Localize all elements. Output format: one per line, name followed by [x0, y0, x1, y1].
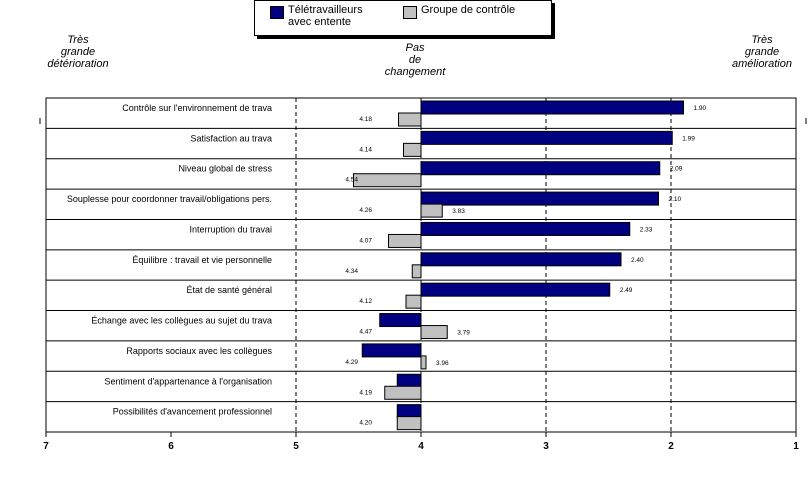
value-annotation: 4.54 — [345, 177, 358, 184]
value-annotation: 4.29 — [345, 359, 358, 366]
value-annotation: 4.18 — [359, 116, 372, 123]
bar-controle — [353, 173, 422, 188]
axis-tick-label: 2 — [668, 441, 674, 452]
bar-controle — [396, 416, 422, 431]
category-label: Interruption du travai — [189, 224, 272, 234]
zone-label-deterioration: Très grande détérioration — [47, 34, 109, 70]
bar-teletravail — [420, 130, 673, 145]
bar-label-teletravail: 2.09 — [670, 166, 683, 173]
axis-tick-label: 7 — [43, 441, 49, 452]
value-annotation: 4.07 — [359, 237, 372, 244]
category-label: Satisfaction au trava — [190, 133, 272, 143]
bar-teletravail — [420, 282, 611, 297]
value-annotation: 4.34 — [345, 268, 358, 275]
legend-swatch-teletravail — [270, 6, 284, 19]
value-annotation: 4.12 — [359, 298, 372, 305]
bar-controle — [420, 325, 448, 340]
bar-label-controle: 3.83 — [452, 208, 465, 215]
bar-controle — [411, 264, 422, 279]
bar-teletravail — [420, 221, 631, 236]
bar-teletravail — [361, 343, 422, 358]
axis-tick-label: 4 — [418, 441, 424, 452]
bar-teletravail — [420, 252, 622, 267]
bar-controle — [384, 385, 422, 400]
bar-controle — [398, 112, 422, 127]
zone-label-improvement: Très grande amélioration — [732, 34, 792, 70]
bar-controle — [420, 203, 443, 218]
bar-label-teletravail: 2.49 — [620, 287, 633, 294]
axis-tick-label: 3 — [543, 441, 549, 452]
bar-label-controle: 3.96 — [436, 360, 449, 367]
bar-label-teletravail: 2.10 — [669, 196, 682, 203]
bar-label-teletravail: 1.99 — [682, 135, 695, 142]
category-label: Rapports sociaux avec les collègues — [126, 346, 272, 356]
category-label: Contrôle sur l'environnement de trava — [122, 103, 272, 113]
bar-teletravail — [420, 161, 661, 176]
bar-controle — [420, 355, 427, 370]
axis-tick-label: 6 — [168, 441, 174, 452]
bar-controle — [405, 294, 422, 309]
bar-teletravail — [420, 100, 684, 115]
category-label: Sentiment d'appartenance à l'organisatio… — [104, 376, 272, 386]
category-label: Équilibre : travail et vie personnelle — [132, 255, 272, 265]
bar-label-controle: 3.79 — [457, 330, 470, 337]
bar-teletravail — [396, 404, 422, 419]
axis-tick-label: 1 — [793, 441, 799, 452]
value-annotation: 4.20 — [359, 420, 372, 427]
bar-label-teletravail: 2.40 — [631, 257, 644, 264]
category-label: Possibilités d'avancement professionnel — [113, 407, 272, 417]
category-label: État de santé général — [186, 285, 272, 295]
legend-label-controle: Groupe de contrôle — [421, 4, 516, 16]
category-label: Échange avec les collègues au sujet du t… — [91, 316, 272, 326]
bar-teletravail — [379, 313, 422, 328]
value-annotation: 4.14 — [359, 146, 372, 153]
bar-teletravail — [396, 373, 422, 388]
category-label: Souplesse pour coordonner travail/obliga… — [67, 194, 272, 204]
category-label: Niveau global de stress — [178, 164, 272, 174]
value-annotation: 4.26 — [359, 207, 372, 214]
legend-label-teletravail: Télétravailleurs avec entente — [288, 4, 363, 28]
value-annotation: 4.47 — [359, 329, 372, 336]
bar-controle — [388, 233, 422, 248]
bar-controle — [403, 142, 422, 157]
zone-label-no-change: Pas de changement — [384, 42, 446, 78]
axis-tick-label: 5 — [293, 441, 299, 452]
bar-label-teletravail: 2.33 — [640, 226, 653, 233]
bar-teletravail — [420, 191, 659, 206]
bar-label-teletravail: 1.90 — [694, 105, 707, 112]
value-annotation: 4.19 — [359, 389, 372, 396]
legend: Télétravailleurs avec entente Groupe de … — [254, 0, 552, 36]
legend-swatch-controle — [403, 6, 417, 19]
